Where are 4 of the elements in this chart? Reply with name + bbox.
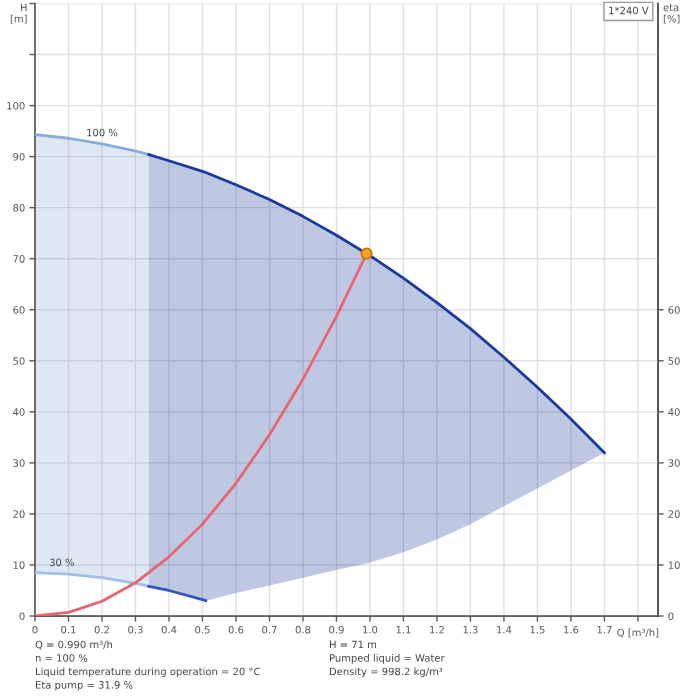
line-series — [147, 585, 208, 603]
line-series — [35, 133, 151, 156]
line-series — [35, 571, 151, 588]
line-series — [147, 153, 606, 455]
